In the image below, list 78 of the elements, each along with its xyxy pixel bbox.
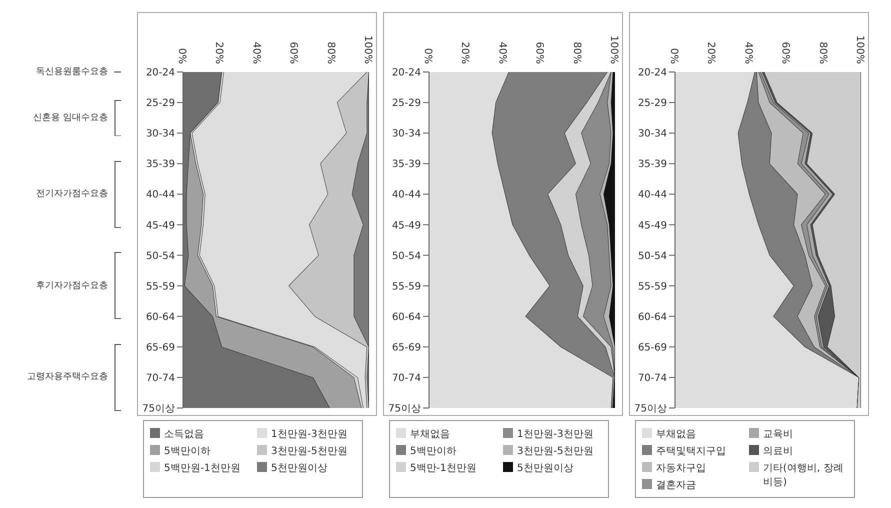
legend-label: 주택및택지구입 — [656, 445, 726, 458]
y-tick-label: 45-49 — [638, 220, 667, 232]
x-tick-label: 20% — [705, 42, 716, 64]
legend-label: 5천만원이상 — [271, 462, 328, 475]
legend-label: 결혼자금 — [656, 479, 696, 492]
x-tick-label: 0% — [176, 48, 187, 64]
x-tick-label: 20% — [213, 42, 224, 64]
y-tick-label: 20-24 — [146, 68, 175, 79]
y-tick-label: 30-34 — [146, 128, 175, 140]
y-tick-label: 50-54 — [638, 250, 667, 262]
y-tick-label: 20-24 — [392, 68, 421, 79]
y-tick-label: 55-59 — [146, 281, 175, 292]
text: 전기자가점수요층 — [35, 188, 108, 200]
y-tick-label: 20-24 — [638, 68, 667, 79]
y-tick-label: 35-39 — [392, 159, 421, 170]
x-tick-label: 40% — [742, 42, 754, 64]
x-tick-label: 60% — [288, 42, 299, 64]
y-tick-label: 40-44 — [146, 190, 175, 201]
y-tick-label: 40-44 — [638, 190, 667, 201]
legend-label: 기타(여행비, 장례비등) — [763, 462, 844, 489]
text: 독신용원룸수요층 — [35, 66, 108, 78]
legend-label: 3천만원-5천만원 — [517, 445, 594, 458]
x-tick-label: 80% — [570, 42, 582, 64]
y-tick-label: 70-74 — [146, 373, 175, 384]
y-tick-label: 25-29 — [638, 98, 667, 110]
y-tick-label: 30-34 — [392, 128, 421, 140]
y-tick-label: 40-44 — [392, 190, 421, 201]
y-tick-label: 35-39 — [146, 159, 175, 170]
x-tick-label: 100% — [608, 35, 619, 64]
y-tick-label: 60-64 — [638, 312, 667, 323]
legend-label: 5백만-1천만원 — [410, 462, 476, 475]
y-tick-label: 65-69 — [638, 342, 667, 354]
legend-label: 자동차구입 — [656, 462, 706, 475]
x-tick-label: 20% — [459, 42, 470, 64]
y-tick-label: 25-29 — [146, 98, 175, 110]
x-tick-label: 0% — [422, 48, 433, 64]
y-tick-label: 55-59 — [392, 281, 421, 292]
legend-label: 소득없음 — [164, 428, 204, 441]
x-tick-label: 80% — [816, 42, 828, 64]
y-tick-label: 65-69 — [392, 342, 421, 354]
legend-label: 교육비 — [763, 428, 793, 441]
x-tick-label: 100% — [362, 35, 373, 64]
x-tick-label: 80% — [324, 42, 336, 64]
legend-label: 부채없음 — [410, 428, 450, 441]
y-tick-label: 35-39 — [638, 159, 667, 170]
legend-label: 5백만원-1천만원 — [164, 462, 240, 475]
y-tick-label: 75이상 — [634, 404, 667, 415]
x-tick-label: 0% — [668, 48, 679, 64]
x-tick-label: 60% — [534, 42, 545, 64]
y-tick-label: 65-69 — [146, 342, 175, 354]
legend-label: 5백만이하 — [410, 445, 456, 458]
text: 고령자용주택수요층 — [26, 371, 108, 384]
y-tick-label: 50-54 — [392, 250, 421, 262]
y-tick-label: 70-74 — [638, 373, 667, 384]
legend-label: 5천만원이상 — [517, 462, 574, 475]
y-tick-label: 75이상 — [142, 404, 175, 415]
y-tick-label: 30-34 — [638, 128, 667, 140]
x-tick-label: 40% — [496, 42, 508, 64]
y-tick-label: 45-49 — [392, 220, 421, 232]
y-tick-label: 25-29 — [392, 98, 421, 110]
legend-label: 1천만원-3천만원 — [271, 428, 348, 441]
text: 신혼용 임대수요층 — [32, 112, 108, 124]
y-tick-label: 70-74 — [392, 373, 421, 384]
legend-label: 부채없음 — [656, 428, 696, 441]
y-tick-label: 50-54 — [146, 250, 175, 262]
y-tick-label: 45-49 — [146, 220, 175, 232]
y-tick-label: 75이상 — [388, 404, 421, 415]
legend-label: 1천만원-3천만원 — [517, 428, 594, 441]
legend-label: 5백만이하 — [164, 445, 210, 458]
legend-label: 의료비 — [763, 445, 793, 458]
x-tick-label: 60% — [780, 42, 791, 64]
text: 후기자가점수요층 — [35, 280, 108, 292]
x-tick-label: 40% — [250, 42, 262, 64]
y-tick-label: 60-64 — [392, 312, 421, 323]
y-tick-label: 55-59 — [638, 281, 667, 292]
x-tick-label: 100% — [854, 35, 865, 64]
y-tick-label: 60-64 — [146, 312, 175, 323]
legend-label: 3천만원-5천만원 — [271, 445, 348, 458]
